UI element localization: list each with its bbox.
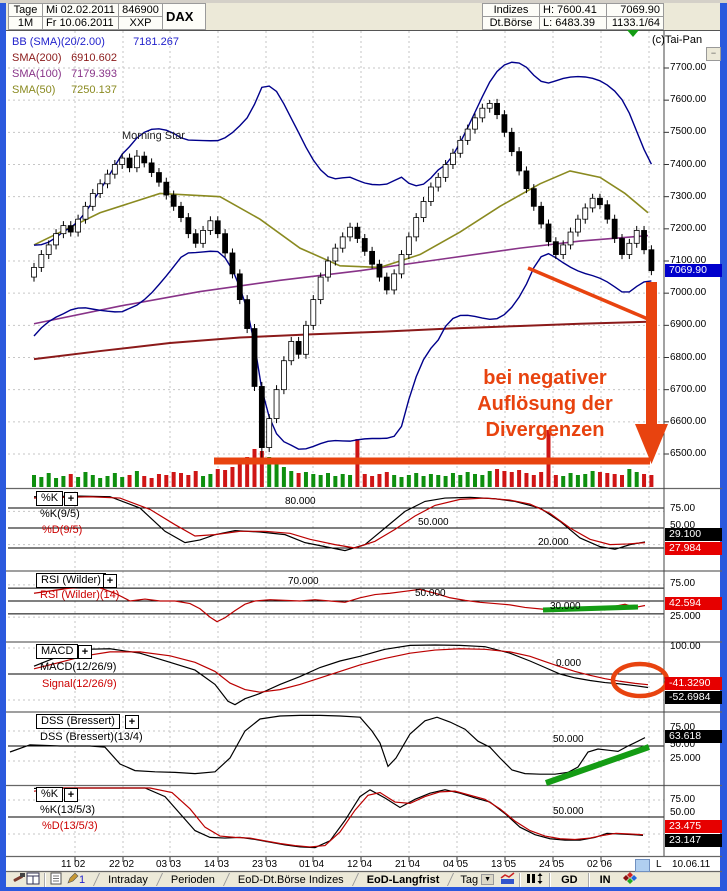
tab-intraday[interactable]: Intraday [108,873,148,886]
symbol-cell: DAX [162,3,206,30]
collapse-button[interactable]: − [706,47,721,61]
panel-title-macd[interactable]: MACD [36,644,79,659]
panel-title-dss[interactable]: DSS (Bressert) [36,714,120,729]
panel-expand-macd[interactable]: + [78,645,92,659]
panel-expand-stoch1[interactable]: + [64,492,78,506]
tab-divider [93,873,101,886]
chart-background [6,30,720,872]
drawing-count-label: 1 [79,873,86,886]
panel-title-rsi[interactable]: RSI (Wilder) [36,573,106,588]
tab-divider [351,873,359,886]
toolbar-separator [587,872,590,887]
pencil-icon[interactable] [66,872,79,888]
wkn-cell[interactable]: 846900 [118,3,163,17]
chart-style-icon[interactable] [500,871,515,888]
window-border-right [720,0,727,891]
tab-eod-langfrist[interactable]: EoD-Langfrist [366,873,440,886]
window-border-top [0,0,727,3]
period-cell[interactable]: 1M [8,16,43,30]
window-layout-icon[interactable] [26,872,40,888]
panel-expand-dss[interactable]: + [125,715,139,729]
toolbar-separator [519,872,522,887]
high-cell: H: 7600.41 [539,3,607,17]
candle-style-icon[interactable] [525,872,545,888]
tools-icon[interactable] [12,872,26,888]
exchange-cell[interactable]: XXP [118,16,163,30]
in-button[interactable]: IN [599,873,611,886]
tab-divider [155,873,163,886]
group-cell-2: Dt.Börse [482,16,540,30]
window-border-bottom [0,886,727,891]
panel-expand-rsi[interactable]: + [103,574,117,588]
period-select-arrow-icon[interactable]: ▼ [481,874,495,885]
notes-icon[interactable] [50,872,62,888]
panel-expand-stoch2[interactable]: + [64,788,78,802]
last-price-cell: 7069.90 [606,3,664,17]
color-settings-icon[interactable] [622,871,638,888]
start-date-cell[interactable]: Mi 02.02.2011 [42,3,119,17]
toolbar-separator [549,872,552,887]
range-cell: 1133.1/64 [606,16,664,30]
end-date-cell[interactable]: Fr 10.06.2011 [42,16,119,30]
gd-button[interactable]: GD [561,873,578,886]
timeframe-cell[interactable]: Tage [8,3,43,17]
bottom-toolbar: 1 Intraday Perioden EoD-Dt.Börse Indizes… [6,871,720,887]
latest-bar-icon[interactable] [635,859,650,872]
window-border-left [0,0,6,891]
toolbar-separator [44,872,46,887]
tab-divider [222,873,230,886]
period-select[interactable]: Tag [460,873,479,886]
tab-eod-indizes[interactable]: EoD-Dt.Börse Indizes [237,873,344,886]
tab-divider [447,873,455,886]
low-cell: L: 6483.39 [539,16,607,30]
group-cell-1: Indizes [482,3,540,17]
panel-title-stoch2[interactable]: %K [36,787,64,802]
tab-perioden[interactable]: Perioden [170,873,215,886]
panel-title-stoch1[interactable]: %K [36,491,64,506]
